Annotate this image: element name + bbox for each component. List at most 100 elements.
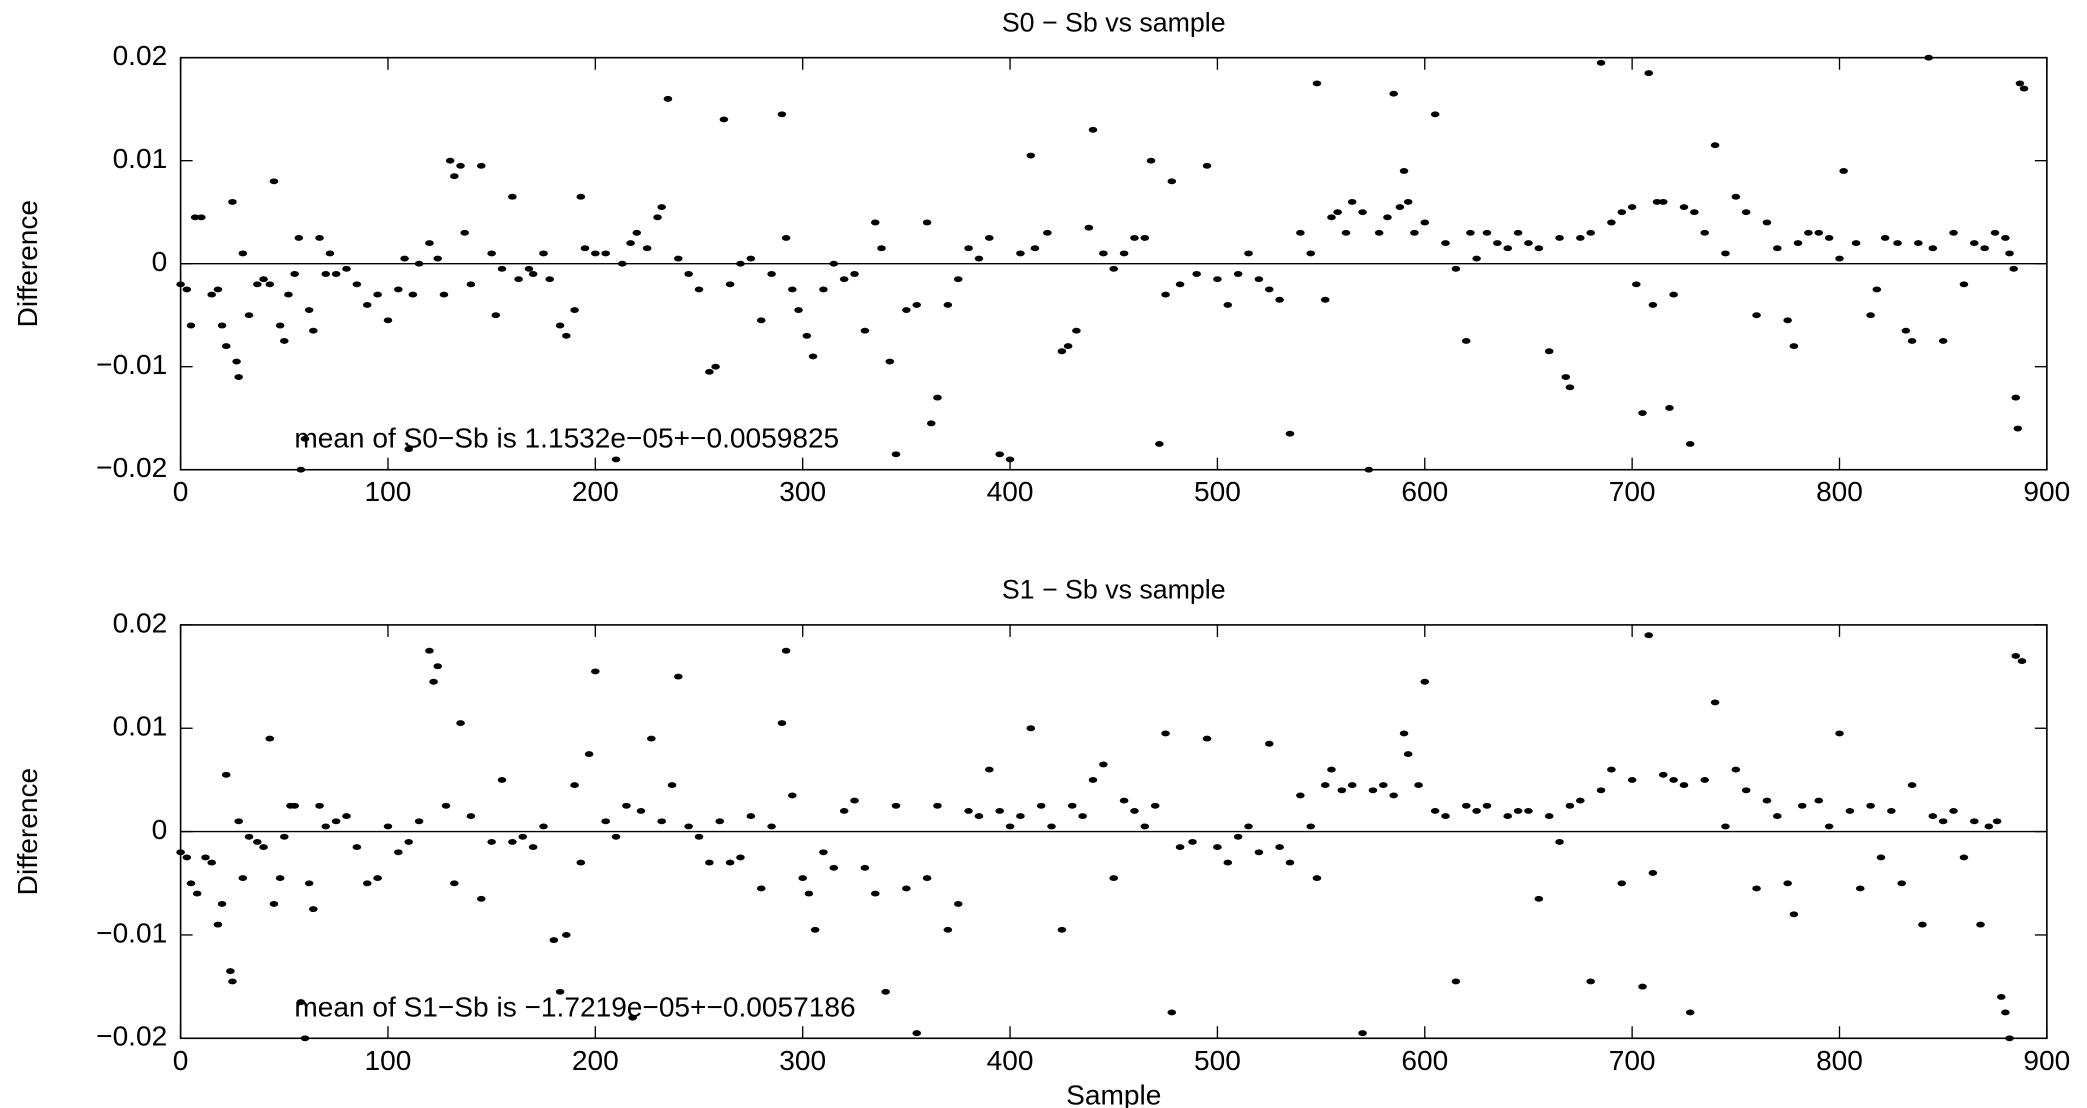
point <box>877 245 886 252</box>
point <box>373 875 382 882</box>
point <box>1109 875 1119 882</box>
point <box>221 771 231 778</box>
point <box>1544 348 1554 355</box>
point <box>926 420 936 427</box>
point <box>296 999 306 1006</box>
point <box>1607 219 1616 226</box>
point <box>1379 782 1388 789</box>
point <box>186 880 196 887</box>
point <box>466 281 476 288</box>
point <box>1835 730 1844 737</box>
point <box>1872 286 1882 293</box>
point <box>176 849 185 856</box>
point <box>269 900 279 907</box>
point <box>1773 813 1782 820</box>
point <box>584 751 594 758</box>
point <box>1565 802 1575 809</box>
point <box>1503 245 1513 252</box>
point <box>798 875 807 882</box>
point <box>788 286 797 293</box>
point <box>736 260 745 267</box>
point <box>1395 204 1405 210</box>
point <box>228 198 237 205</box>
point <box>408 291 418 298</box>
point <box>1358 209 1367 216</box>
point <box>309 906 318 913</box>
point <box>284 291 293 298</box>
point <box>636 807 646 814</box>
point <box>394 286 403 293</box>
point <box>1652 198 1662 205</box>
point <box>1337 787 1347 794</box>
point <box>1403 198 1413 205</box>
point <box>995 451 1004 458</box>
point <box>321 271 331 277</box>
point <box>1607 766 1616 773</box>
point <box>1347 782 1357 789</box>
point <box>2011 394 2021 401</box>
point <box>562 332 571 339</box>
point <box>1938 818 1948 825</box>
point <box>182 286 192 293</box>
point <box>1383 214 1392 221</box>
point <box>2001 1009 2010 1016</box>
point <box>1461 338 1471 344</box>
point <box>933 394 942 401</box>
point <box>1789 343 1799 350</box>
point <box>1669 291 1678 298</box>
point <box>1700 229 1709 236</box>
point <box>1364 466 1374 473</box>
point <box>1043 229 1052 236</box>
point <box>1072 327 1081 334</box>
point <box>802 332 812 339</box>
point <box>1783 317 1792 324</box>
point <box>902 885 911 892</box>
point <box>259 844 268 851</box>
point <box>736 854 745 861</box>
point <box>1503 813 1513 820</box>
point <box>253 838 262 845</box>
point <box>265 281 275 288</box>
point <box>217 900 227 907</box>
point <box>870 219 880 226</box>
point <box>705 368 714 375</box>
x-tick-label: 200 <box>572 1045 619 1076</box>
point <box>1721 250 1730 257</box>
x-tick-label: 800 <box>1816 476 1863 507</box>
x-tick-label: 300 <box>779 1045 826 1076</box>
point <box>1057 926 1067 933</box>
point <box>192 890 202 897</box>
point <box>1119 250 1129 257</box>
point <box>974 813 984 820</box>
point <box>1996 994 2006 1000</box>
point <box>1949 229 1958 236</box>
point <box>1254 276 1264 283</box>
x-tick-label: 100 <box>365 476 412 507</box>
point <box>829 864 839 871</box>
point <box>694 286 704 293</box>
point <box>1679 204 1689 210</box>
x-tick-label: 400 <box>987 1045 1034 1076</box>
point <box>1710 699 1720 706</box>
x-tick-label: 700 <box>1609 1045 1656 1076</box>
point <box>694 833 704 840</box>
point <box>545 276 554 283</box>
point <box>1285 430 1295 437</box>
point <box>1893 240 1902 247</box>
point <box>528 271 538 277</box>
point <box>456 162 465 169</box>
point <box>839 807 849 814</box>
subplot: S0 − Sb vs sample Difference 0 100 200 300 400… <box>12 7 2070 507</box>
point <box>953 276 963 283</box>
point <box>1078 813 1087 820</box>
point <box>1306 250 1316 257</box>
point <box>829 260 839 267</box>
point <box>591 250 600 257</box>
point <box>186 322 196 329</box>
point <box>804 890 814 897</box>
point <box>673 673 683 680</box>
point <box>555 988 565 995</box>
point <box>1244 823 1253 830</box>
point <box>576 859 586 866</box>
point <box>1213 276 1222 283</box>
